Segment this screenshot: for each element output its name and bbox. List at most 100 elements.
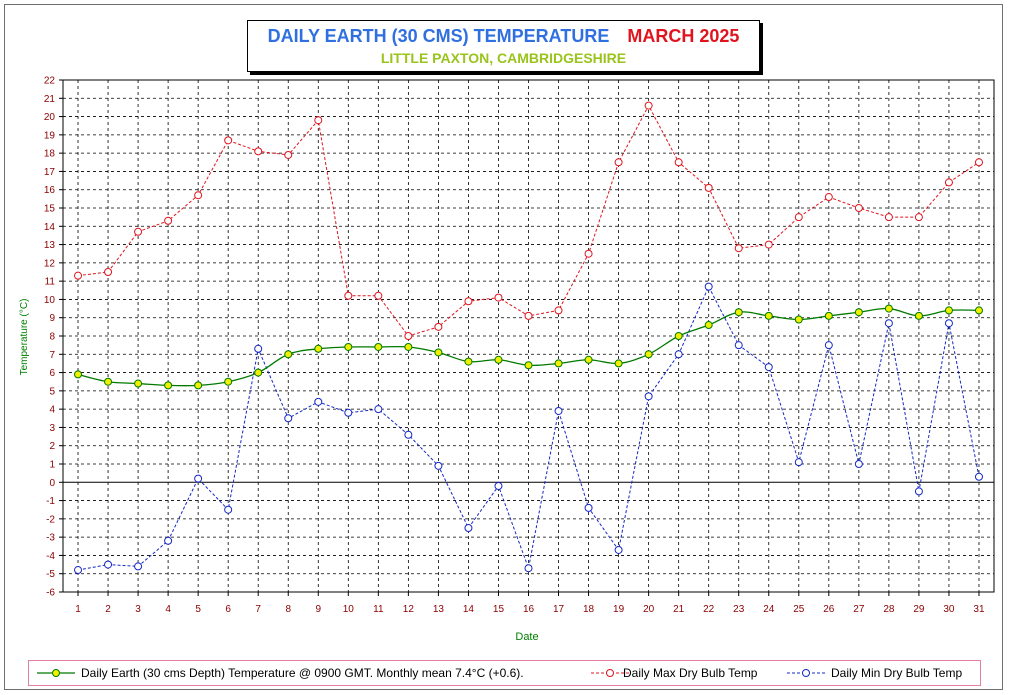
max-temp-point xyxy=(374,291,383,300)
min-temp-point xyxy=(254,344,263,353)
min-temp-point xyxy=(524,564,533,573)
min-temp-point xyxy=(764,363,773,372)
max-temp-point xyxy=(494,293,503,302)
min-temp-point xyxy=(974,472,983,481)
y-tick-label: 6 xyxy=(49,368,55,379)
min-temp-point xyxy=(74,566,83,575)
x-tick-label: 25 xyxy=(793,604,805,615)
x-tick-label: 14 xyxy=(463,604,475,615)
y-tick-label: 14 xyxy=(44,222,56,233)
max-temp-point xyxy=(944,178,953,187)
earth-temp-point xyxy=(674,332,683,340)
max-temp-point xyxy=(524,311,533,320)
max-temp-point xyxy=(284,150,293,159)
plot-border xyxy=(62,79,995,593)
min-temp-point xyxy=(824,341,833,350)
earth-temp-point xyxy=(74,370,83,379)
min-temp-point xyxy=(314,397,323,406)
max-temp-point xyxy=(134,227,143,236)
y-tick-label: 9 xyxy=(49,313,55,324)
max-temp-series xyxy=(74,101,983,340)
min-temp-point xyxy=(554,406,563,415)
x-tick-label: 9 xyxy=(315,604,321,615)
y-tick-label: 22 xyxy=(44,76,56,87)
legend-item-min: Daily Min Dry Bulb Temp xyxy=(785,665,975,681)
max-temp-point xyxy=(464,297,473,306)
x-axis-label: Date xyxy=(515,631,538,643)
earth-temp-point xyxy=(704,321,713,330)
earth-temp-point xyxy=(614,359,623,368)
min-temp-point xyxy=(164,536,173,545)
x-tick-label: 13 xyxy=(433,604,445,615)
min-temp-point xyxy=(404,430,413,439)
x-tick-label: 30 xyxy=(943,604,955,615)
min-temp-point xyxy=(794,458,803,467)
min-temp-point xyxy=(584,503,593,512)
min-temp-point xyxy=(344,408,353,417)
y-tick-label: -6 xyxy=(46,588,55,599)
max-temp-point xyxy=(194,191,203,200)
earth-temp-point xyxy=(104,377,113,386)
max-temp-point xyxy=(554,306,563,315)
min-temp-point xyxy=(494,481,503,490)
max-temp-point xyxy=(854,204,863,212)
min-temp-point xyxy=(374,405,383,414)
y-tick-label: 10 xyxy=(44,295,56,306)
max-temp-point xyxy=(614,158,623,167)
min-temp-point xyxy=(194,474,203,483)
earth-temp-point xyxy=(554,359,563,368)
earth-temp-point xyxy=(824,311,833,320)
y-tick-label: -1 xyxy=(46,496,55,507)
y-tick-label: 7 xyxy=(49,350,55,361)
x-tick-label: 24 xyxy=(763,604,775,615)
min-temp-point xyxy=(944,319,953,328)
x-tick-label: 23 xyxy=(733,604,745,615)
max-temp-point xyxy=(254,147,263,156)
chart-legend: Daily Earth (30 cms Depth) Temperature @… xyxy=(28,660,981,686)
legend-earth-marker xyxy=(37,669,75,677)
y-tick-label: -3 xyxy=(46,533,55,544)
max-temp-point xyxy=(674,158,683,167)
y-tick-label: 13 xyxy=(44,240,56,251)
y-tick-label: 5 xyxy=(49,386,55,397)
x-tick-label: 1 xyxy=(75,604,81,615)
x-tick-label: 27 xyxy=(853,604,865,615)
max-temp-point xyxy=(314,116,323,125)
y-tick-label: 3 xyxy=(49,423,55,434)
y-tick-label: 20 xyxy=(44,112,56,123)
earth-temp-point xyxy=(494,355,503,364)
earth-temp-point xyxy=(974,306,983,315)
x-tick-label: 19 xyxy=(613,604,625,615)
y-tick-label: 12 xyxy=(44,258,56,269)
y-tick-label: 0 xyxy=(49,478,55,489)
legend-item-earth: Daily Earth (30 cms Depth) Temperature @… xyxy=(35,665,595,681)
min-temp-point xyxy=(434,461,443,470)
max-temp-point xyxy=(644,101,653,110)
y-tick-label: -4 xyxy=(46,551,55,562)
y-tick-label: 11 xyxy=(45,277,56,288)
max-temp-point xyxy=(884,213,893,222)
min-temp-point xyxy=(614,545,623,554)
y-tick-label: 1 xyxy=(49,460,55,471)
series xyxy=(74,101,983,575)
y-tick-label: 19 xyxy=(44,130,56,141)
y-tick-label: 4 xyxy=(49,405,55,416)
x-tick-label: 17 xyxy=(553,604,565,615)
legend-min-marker xyxy=(787,669,825,677)
y-tick-label: 17 xyxy=(44,167,56,178)
legend-min-label: Daily Min Dry Bulb Temp xyxy=(831,666,963,680)
min-temp-point xyxy=(854,460,863,468)
min-temp-point xyxy=(134,562,143,571)
max-temp-point xyxy=(164,216,173,225)
x-tick-label: 28 xyxy=(883,604,895,615)
min-temp-point xyxy=(674,350,683,359)
earth-temp-point xyxy=(914,311,923,320)
y-tick-label: -2 xyxy=(46,514,55,525)
y-tick-label: 18 xyxy=(44,149,56,160)
axes xyxy=(59,79,995,596)
x-tick-label: 7 xyxy=(255,604,261,615)
chart-subtitle: LITTLE PAXTON, CAMBRIDGESHIRE xyxy=(380,50,627,66)
earth-temp-point xyxy=(584,355,593,364)
min-temp-point xyxy=(734,341,743,350)
